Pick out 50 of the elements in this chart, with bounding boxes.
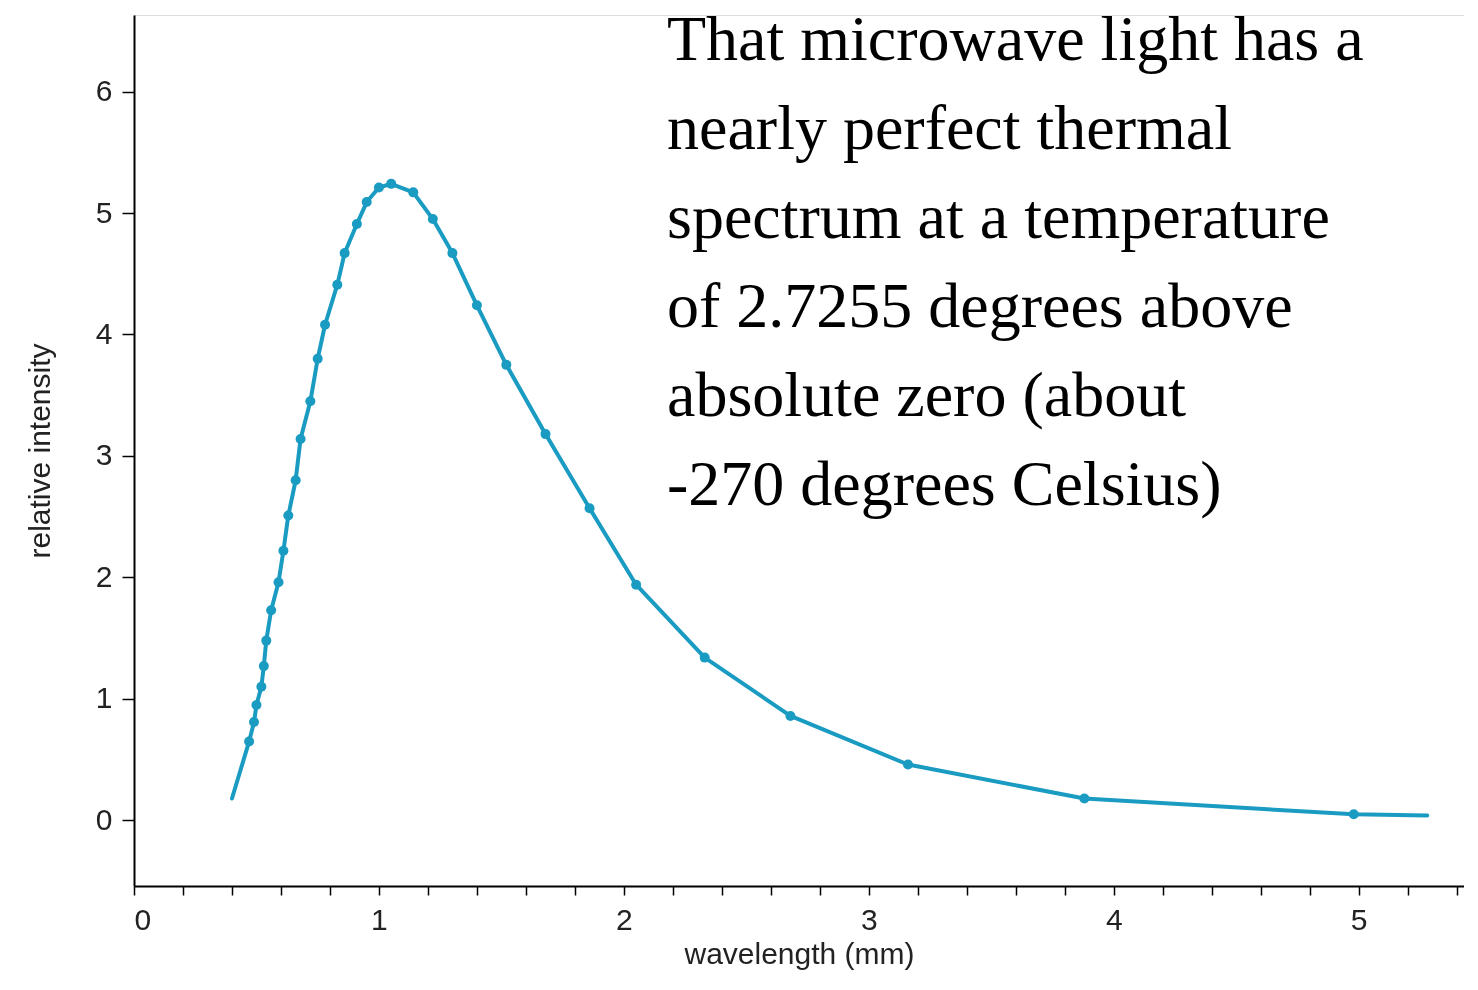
point bbox=[785, 710, 796, 721]
point bbox=[351, 218, 362, 229]
y-tick-label: 5 bbox=[95, 195, 113, 229]
point bbox=[447, 248, 458, 259]
point bbox=[312, 353, 323, 364]
point bbox=[261, 635, 272, 646]
point bbox=[305, 396, 316, 407]
x-tick-label: 5 bbox=[1350, 902, 1368, 936]
y-tick-label: 1 bbox=[95, 681, 113, 715]
point bbox=[631, 579, 642, 590]
point bbox=[1079, 793, 1090, 804]
point bbox=[258, 661, 269, 672]
y-tick-label: 6 bbox=[95, 74, 113, 108]
point bbox=[1348, 809, 1359, 820]
point bbox=[256, 681, 267, 692]
y-tick-label: 4 bbox=[95, 316, 113, 350]
point bbox=[373, 182, 384, 193]
x-axis-title: wavelength (mm) bbox=[683, 936, 915, 970]
point bbox=[471, 300, 482, 311]
point bbox=[584, 503, 595, 514]
point bbox=[273, 577, 284, 588]
point bbox=[244, 736, 255, 747]
point bbox=[903, 759, 913, 770]
x-tick-label: 0 bbox=[134, 902, 152, 936]
x-tick-label: 1 bbox=[371, 902, 388, 936]
point bbox=[249, 717, 260, 727]
point bbox=[699, 652, 710, 663]
point bbox=[320, 319, 331, 330]
annotation: That microwave light has a nearly perfect thermal spectrum at a temperature of 2.7255 degrees above absolute zero (about -270 degrees Celsius) bbox=[667, 3, 1364, 519]
x-tick-label: 3 bbox=[860, 902, 878, 936]
point bbox=[501, 359, 512, 370]
point bbox=[361, 197, 372, 208]
y-tick-label: 3 bbox=[95, 438, 113, 472]
point bbox=[408, 187, 419, 198]
x-tick-label: 2 bbox=[616, 902, 633, 936]
point bbox=[540, 429, 551, 440]
point bbox=[386, 178, 397, 189]
point bbox=[332, 279, 343, 290]
point bbox=[427, 214, 438, 225]
point bbox=[251, 700, 262, 710]
point bbox=[278, 545, 289, 556]
y-axis-title: relative intensity bbox=[22, 343, 56, 559]
point bbox=[290, 475, 301, 486]
y-tick-label: 2 bbox=[95, 559, 113, 593]
x-tick-label: 4 bbox=[1105, 902, 1123, 936]
y-tick-label: 0 bbox=[95, 802, 113, 836]
point bbox=[266, 605, 277, 616]
point bbox=[339, 248, 350, 259]
point bbox=[283, 510, 294, 521]
point bbox=[295, 433, 306, 444]
